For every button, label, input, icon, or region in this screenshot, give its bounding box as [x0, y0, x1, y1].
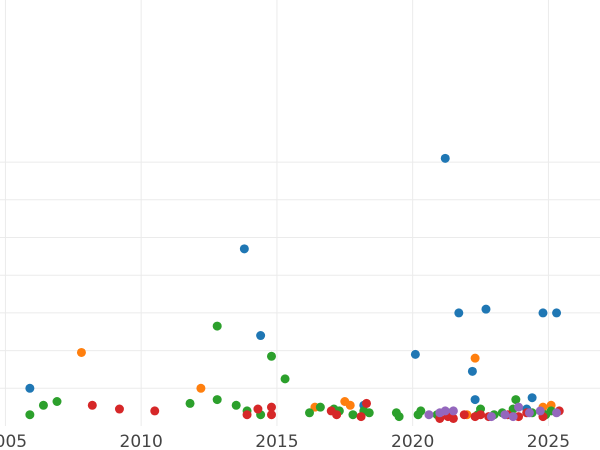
data-point-series-1 [552, 308, 562, 318]
data-point-series-4 [476, 410, 486, 420]
data-point-series-4 [253, 404, 263, 414]
data-point-series-3 [364, 408, 374, 418]
data-point-series-4 [356, 412, 366, 422]
data-point-series-4 [266, 402, 276, 412]
data-point-series-5 [448, 406, 458, 416]
data-point-series-3 [315, 402, 325, 412]
data-point-series-1 [481, 304, 491, 314]
data-point-series-4 [266, 410, 276, 420]
data-point-series-3 [394, 412, 404, 422]
data-point-series-1 [470, 395, 480, 405]
data-point-series-3 [212, 321, 222, 331]
data-point-series-4 [242, 410, 252, 420]
data-point-series-4 [87, 400, 97, 410]
data-points [25, 153, 564, 423]
data-point-series-5 [552, 408, 562, 418]
y-gridlines [0, 161, 600, 389]
x-tick-label: 2010 [120, 432, 163, 450]
data-point-series-1 [467, 366, 477, 376]
data-point-series-3 [38, 400, 48, 410]
data-point-series-3 [511, 395, 521, 405]
data-point-series-3 [348, 410, 358, 420]
data-point-series-5 [424, 410, 434, 420]
data-point-series-1 [25, 383, 35, 393]
data-point-series-5 [486, 412, 496, 422]
data-point-series-1 [256, 331, 266, 341]
data-point-series-1 [538, 308, 548, 318]
data-point-series-1 [440, 153, 450, 163]
data-point-series-3 [185, 398, 195, 408]
data-point-series-4 [150, 406, 160, 416]
data-point-series-1 [239, 244, 249, 254]
data-point-series-2 [345, 400, 355, 410]
data-point-series-5 [535, 406, 545, 416]
data-point-series-4 [332, 410, 342, 420]
data-point-series-5 [514, 402, 524, 412]
data-point-series-1 [410, 349, 420, 359]
data-point-series-4 [459, 410, 469, 420]
x-tick-label: 2020 [391, 432, 434, 450]
data-point-series-3 [52, 396, 62, 406]
data-point-series-4 [114, 404, 124, 414]
data-point-series-3 [212, 395, 222, 405]
data-point-series-3 [25, 410, 35, 420]
x-tick-label: 2015 [255, 432, 298, 450]
data-point-series-2 [470, 353, 480, 363]
x-tick-label: 2025 [527, 432, 570, 450]
data-point-series-5 [508, 412, 518, 422]
x-tick-label: 2005 [0, 432, 27, 450]
data-point-series-3 [416, 406, 426, 416]
x-gridlines [4, 0, 549, 426]
data-point-series-4 [448, 413, 458, 423]
data-point-series-3 [305, 408, 315, 418]
data-point-series-1 [454, 308, 464, 318]
data-point-series-3 [266, 351, 276, 361]
data-point-series-3 [231, 400, 241, 410]
data-point-series-4 [362, 398, 372, 408]
data-point-series-5 [524, 408, 534, 418]
data-point-series-2 [76, 347, 86, 357]
x-axis-tick-labels: 2005 2010 2015 2020 2025 [0, 432, 570, 450]
data-point-series-5 [440, 406, 450, 416]
data-point-series-2 [196, 383, 206, 393]
data-point-series-1 [527, 393, 537, 403]
data-point-series-3 [280, 374, 290, 384]
data-point-series-5 [500, 410, 510, 420]
